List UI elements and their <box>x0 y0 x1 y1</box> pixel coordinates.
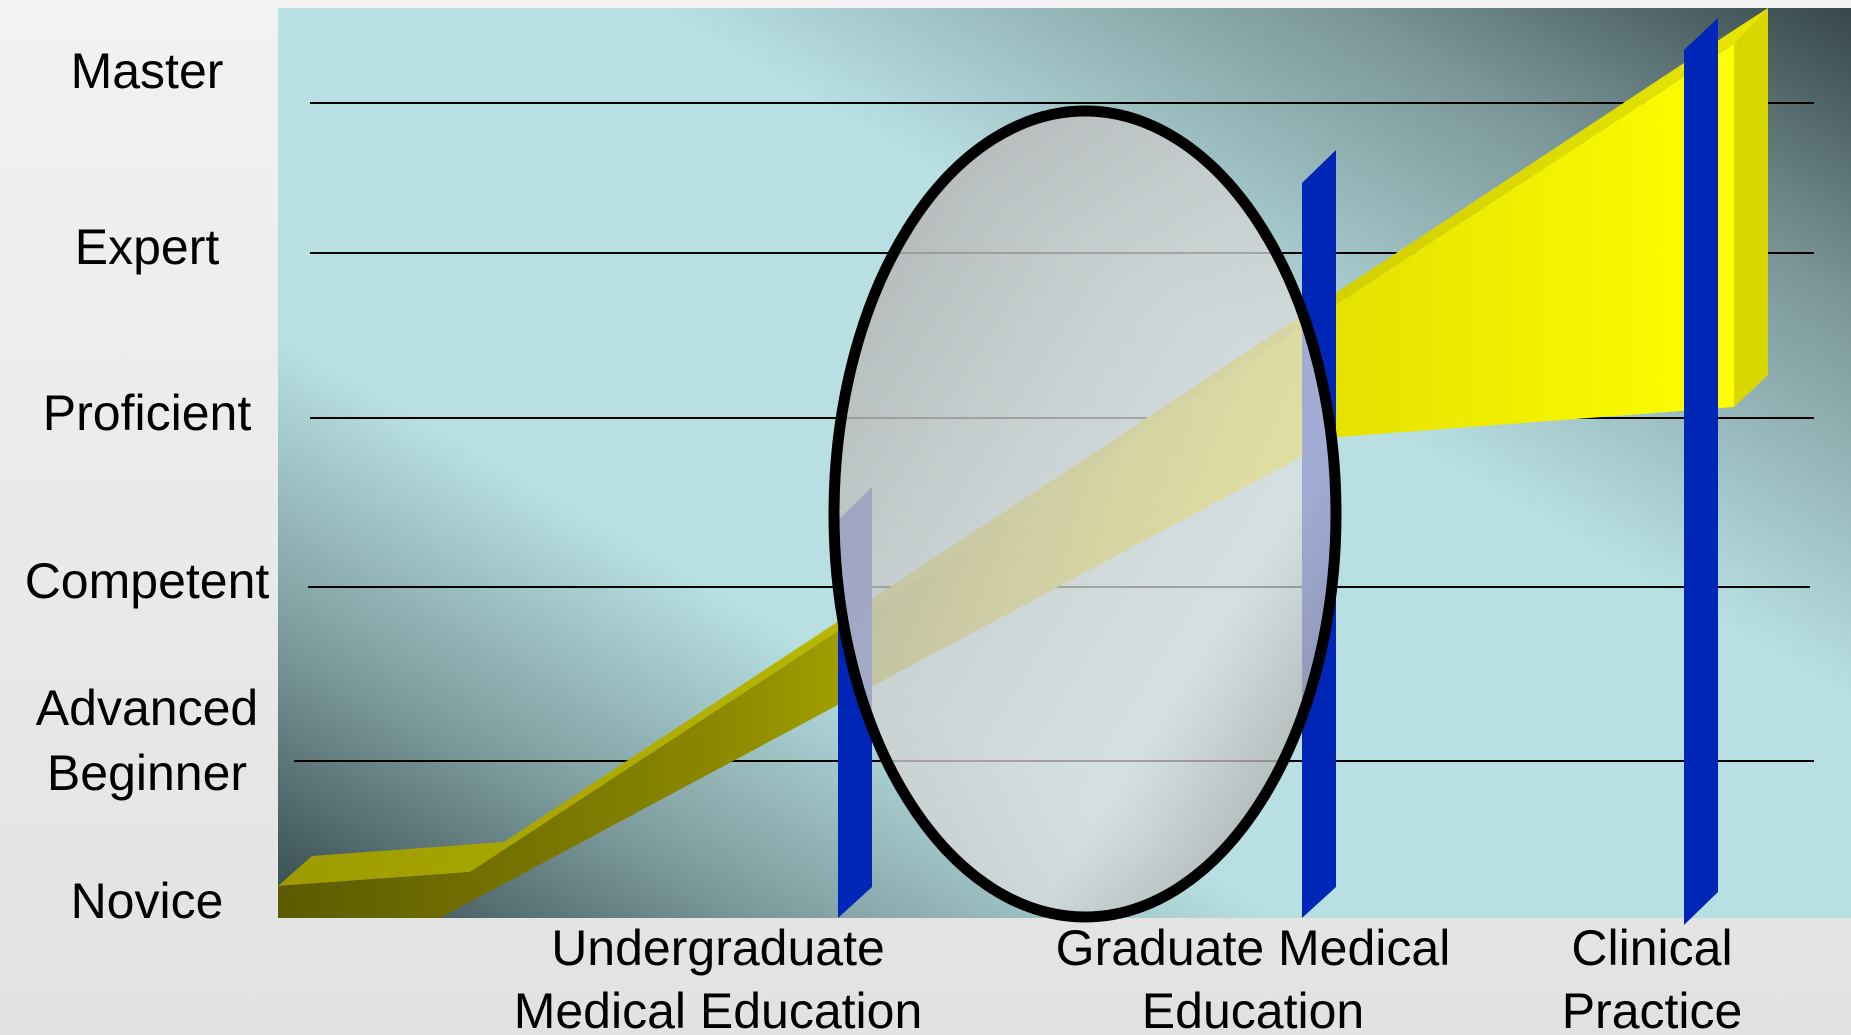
training-stage-labels: Undergraduate Medical Education Graduate M… <box>514 920 1743 1035</box>
stage-bar-clinical-practice <box>1684 18 1718 925</box>
level-label-master: Master <box>71 43 224 99</box>
stage-label-undergraduate-medical-education: Undergraduate <box>551 920 885 976</box>
level-label-competent: Competent <box>25 553 270 609</box>
band-end-face <box>1734 8 1768 407</box>
stage-label-graduate-medical-education: Graduate Medical <box>1056 920 1451 976</box>
level-label-advanced-beginner: Beginner <box>47 745 247 801</box>
stage-label-clinical-practice: Clinical <box>1571 920 1732 976</box>
stage-label-clinical-practice: Practice <box>1562 983 1743 1035</box>
competency-level-labels: Master Expert Proficient Competent Advanced B… <box>25 43 270 929</box>
level-label-expert: Expert <box>75 219 220 275</box>
progression-band <box>278 8 1768 918</box>
transition-focus-ellipse <box>828 105 1342 923</box>
stage-label-undergraduate-medical-education: Medical Education <box>514 983 923 1035</box>
level-label-proficient: Proficient <box>43 385 252 441</box>
level-label-novice: Novice <box>71 873 224 929</box>
stage-label-graduate-medical-education: Education <box>1142 983 1364 1035</box>
level-label-advanced-beginner: Advanced <box>36 680 258 736</box>
